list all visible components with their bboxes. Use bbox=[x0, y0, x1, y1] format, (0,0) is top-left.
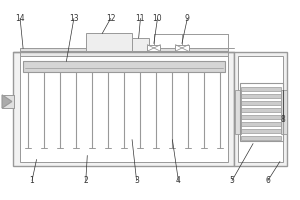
Bar bbox=[241, 115, 281, 119]
Text: 3: 3 bbox=[134, 176, 139, 185]
Bar bbox=[234, 52, 287, 166]
Bar bbox=[241, 136, 281, 140]
Text: 1: 1 bbox=[30, 176, 34, 185]
Bar bbox=[86, 33, 132, 51]
Bar bbox=[2, 95, 14, 108]
Text: 9: 9 bbox=[185, 14, 190, 23]
Bar bbox=[20, 48, 228, 51]
Text: 12: 12 bbox=[106, 14, 115, 23]
Bar bbox=[176, 45, 188, 51]
Bar bbox=[241, 94, 281, 98]
Text: 14: 14 bbox=[15, 14, 25, 23]
Bar bbox=[20, 56, 228, 162]
Bar bbox=[13, 52, 234, 166]
Text: 5: 5 bbox=[230, 176, 235, 185]
Bar bbox=[241, 122, 281, 126]
Bar bbox=[241, 108, 281, 112]
Bar bbox=[20, 51, 228, 56]
Text: 13: 13 bbox=[69, 14, 79, 23]
Bar bbox=[235, 90, 241, 134]
Bar bbox=[241, 87, 281, 91]
Bar bbox=[241, 129, 281, 133]
Text: 2: 2 bbox=[83, 176, 88, 185]
Bar bbox=[241, 101, 281, 105]
Text: 6: 6 bbox=[266, 176, 270, 185]
Bar bbox=[281, 90, 287, 134]
Bar bbox=[132, 38, 148, 51]
Polygon shape bbox=[2, 95, 12, 108]
Text: 8: 8 bbox=[280, 115, 285, 124]
Text: 10: 10 bbox=[153, 14, 162, 23]
Bar bbox=[147, 45, 161, 51]
Bar bbox=[240, 83, 283, 141]
Text: 4: 4 bbox=[176, 176, 181, 185]
Text: 11: 11 bbox=[136, 14, 145, 23]
Bar bbox=[238, 56, 283, 162]
Bar bbox=[23, 61, 225, 72]
